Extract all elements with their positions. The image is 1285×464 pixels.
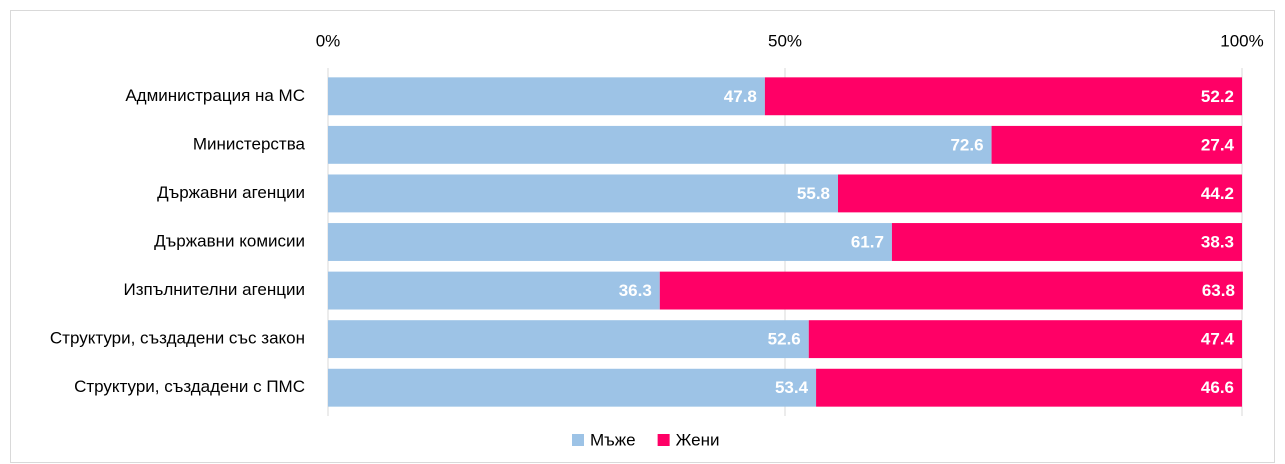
data-label: 63.8 [1202,281,1235,300]
bar-segment [816,368,1242,407]
y-tick-label: Държавни комисии [154,231,305,250]
data-label: 72.6 [950,135,983,154]
bar-segment [328,125,992,164]
bar-segment [328,320,809,359]
y-tick-label: Министерства [193,134,306,153]
bar-segment [891,223,1242,261]
x-tick-label: 100% [1220,31,1263,50]
y-tick-label: Структури, създадени със закон [50,329,305,348]
data-label: 47.8 [724,87,757,106]
data-label: 38.3 [1201,232,1234,251]
y-tick-label: Държавни агенции [157,183,305,202]
bar-segment [328,77,765,116]
legend-swatch [657,434,670,446]
legend-label: Мъже [590,430,636,449]
bar-segment [328,271,660,310]
bar-segment [659,271,1243,310]
data-label: 44.2 [1201,184,1234,203]
data-label: 52.2 [1201,87,1234,106]
data-label: 36.3 [619,281,652,300]
bar-segment [328,223,892,261]
y-tick-label: Администрация на МС [125,86,305,105]
bar-segment [991,125,1242,164]
chart-frame [10,10,1275,463]
x-tick-label: 0% [316,31,341,50]
legend-label: Жени [676,430,720,449]
legend-swatch [572,434,584,446]
bar-segment [328,174,839,213]
data-label: 53.4 [775,378,809,397]
y-tick-label: Изпълнителни агенции [123,280,305,299]
x-tick-label: 50% [768,31,802,50]
data-label: 61.7 [851,232,884,251]
bar-segment [808,320,1242,359]
data-label: 47.4 [1201,330,1235,349]
data-label: 46.6 [1201,378,1234,397]
data-label: 52.6 [768,330,801,349]
data-label: 55.8 [797,184,830,203]
y-tick-label: Структури, създадени с ПМС [74,377,305,396]
bar-segment [764,77,1242,116]
data-label: 27.4 [1201,135,1235,154]
bar-segment [328,368,817,407]
bar-segment [838,174,1242,213]
